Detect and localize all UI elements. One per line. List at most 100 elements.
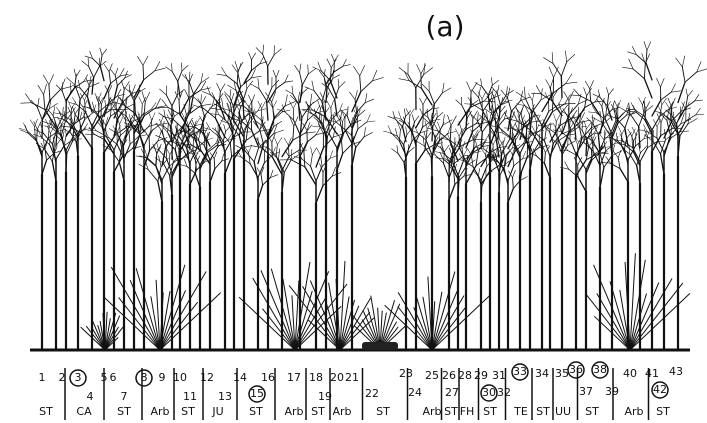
branch — [316, 186, 323, 203]
branch — [168, 124, 169, 132]
branch — [647, 42, 651, 50]
branch — [424, 68, 433, 75]
branch — [261, 120, 268, 134]
branch — [263, 54, 268, 66]
branch — [672, 98, 676, 107]
branch — [467, 82, 472, 92]
branch — [120, 74, 128, 76]
branch — [327, 124, 333, 137]
branch — [466, 115, 467, 130]
branch — [268, 89, 276, 102]
branch — [546, 123, 550, 130]
branch — [172, 63, 173, 71]
branch — [439, 133, 448, 141]
branch — [484, 136, 488, 143]
shrub-stem — [261, 271, 295, 350]
branch — [158, 132, 161, 141]
branch — [660, 78, 664, 87]
branch — [85, 100, 86, 111]
log — [362, 342, 398, 350]
branch — [37, 108, 42, 120]
tree-number: 31 — [492, 369, 506, 382]
branch — [585, 81, 590, 89]
tree-number: 17 — [287, 371, 301, 384]
branch — [625, 116, 629, 128]
branch — [578, 177, 586, 192]
branch — [528, 93, 532, 100]
branch — [134, 135, 140, 151]
branch — [292, 86, 293, 94]
branch — [61, 79, 65, 89]
branch — [50, 89, 61, 100]
branch — [552, 52, 553, 63]
branch — [324, 69, 325, 77]
tree-number: 14 — [233, 371, 247, 384]
tree-number: 21 — [345, 371, 359, 384]
branch — [58, 129, 66, 131]
tree-number: 24 — [408, 386, 422, 399]
branch — [388, 126, 391, 133]
branch — [327, 59, 331, 68]
branch — [129, 85, 130, 92]
branch — [134, 80, 144, 98]
branch — [261, 109, 262, 120]
branch — [671, 84, 675, 92]
branch — [497, 85, 499, 93]
branch — [155, 68, 165, 71]
branch — [98, 93, 101, 101]
branch — [44, 95, 45, 110]
tree-number: 33 — [513, 365, 527, 378]
tree-number: 9 — [159, 371, 166, 384]
branch — [355, 91, 357, 100]
branch — [372, 78, 383, 81]
branch — [154, 146, 156, 154]
branch — [388, 116, 395, 119]
species-label: ST — [311, 405, 325, 418]
branch — [678, 82, 685, 102]
branch — [383, 131, 391, 133]
branch — [250, 164, 258, 178]
branch — [252, 95, 255, 102]
shrub-stem — [630, 283, 659, 350]
branch — [584, 121, 586, 129]
branch — [139, 97, 142, 104]
tree-number: 29 — [474, 369, 488, 382]
branch — [442, 138, 450, 140]
branch — [219, 118, 223, 125]
branch — [406, 127, 407, 135]
branch — [432, 127, 433, 141]
branch — [685, 72, 697, 82]
tree-number: 22 — [365, 387, 379, 400]
branch — [244, 100, 249, 107]
branch — [562, 111, 569, 115]
branch — [143, 65, 144, 79]
tree-number: 18 — [309, 371, 323, 384]
branch — [66, 120, 71, 128]
branch — [200, 116, 204, 123]
branch — [334, 55, 338, 61]
branch — [695, 94, 699, 101]
branch — [463, 149, 467, 156]
branch — [567, 54, 575, 62]
branch — [307, 135, 316, 142]
branch — [333, 75, 340, 79]
branch — [393, 112, 395, 119]
branch — [70, 83, 71, 91]
shrub-stem — [160, 302, 197, 350]
branch — [242, 113, 248, 121]
branch — [87, 86, 89, 97]
branch — [472, 90, 479, 98]
branch — [586, 122, 591, 129]
branch — [462, 105, 467, 115]
branch — [274, 137, 277, 145]
branch — [331, 100, 334, 108]
shrub-stem — [105, 316, 120, 350]
branch — [508, 98, 512, 111]
branch — [449, 184, 455, 200]
branch — [211, 95, 220, 104]
branch — [511, 101, 520, 112]
branch — [212, 93, 217, 103]
tree-number: 30 — [482, 386, 496, 399]
branch — [294, 65, 299, 72]
branch — [546, 80, 551, 88]
